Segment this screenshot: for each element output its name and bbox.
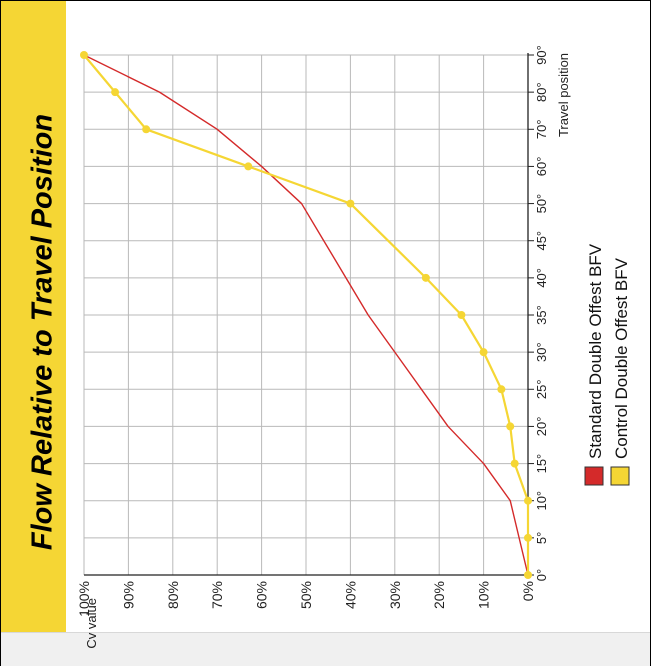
cv-axis-title: Cv value xyxy=(84,598,99,649)
travel-tick-label: 70° xyxy=(534,119,549,139)
cv-tick-label: 50% xyxy=(298,581,314,609)
series-point-1 xyxy=(111,88,120,97)
travel-tick-label: 40° xyxy=(534,268,549,288)
cv-tick-label: 40% xyxy=(342,581,358,609)
cv-tick-label: 20% xyxy=(431,581,447,609)
grid xyxy=(83,54,529,576)
series-point-1 xyxy=(524,571,532,579)
travel-tick-label: 60° xyxy=(534,157,549,177)
travel-tick-label: 45° xyxy=(534,231,549,251)
series-point-1 xyxy=(346,199,355,208)
series-point-1 xyxy=(80,51,88,59)
series-line-0 xyxy=(83,54,529,576)
legend-swatch-0 xyxy=(584,466,604,486)
series-point-1 xyxy=(524,496,532,505)
travel-axis-title: Travel position xyxy=(556,53,571,137)
legend-swatch-1 xyxy=(610,466,630,486)
travel-tick-label: 25° xyxy=(534,379,549,399)
bottom-strip xyxy=(1,632,650,666)
travel-tick-label: 5° xyxy=(534,532,549,544)
series-point-1 xyxy=(497,385,506,394)
title-banner xyxy=(1,1,66,665)
travel-tick-label: 20° xyxy=(534,417,549,437)
cv-tick-label: 60% xyxy=(254,581,270,609)
cv-tick-label: 80% xyxy=(165,581,181,609)
series-point-1 xyxy=(421,273,430,282)
cv-tick-label: 70% xyxy=(209,581,225,609)
tick-labels: 0° 5° 10° 15° 20° 25° 30° 35° 40° 45° 50° 60° 70° 80°… xyxy=(76,45,571,648)
series-line-1 xyxy=(83,54,530,575)
cv-tick-label: 0% xyxy=(520,581,536,601)
series-point-1 xyxy=(142,125,151,134)
legend-label-0: Standard Double Offest BFV xyxy=(586,243,605,459)
cv-tick-label: 10% xyxy=(476,581,492,609)
travel-tick-label: 10° xyxy=(534,491,549,511)
travel-tick-label: 50° xyxy=(534,194,549,214)
travel-tick-label: 35° xyxy=(534,305,549,325)
travel-tick-label: 30° xyxy=(534,342,549,362)
series-point-1 xyxy=(479,348,488,357)
series-point-1 xyxy=(506,422,515,431)
series-point-1 xyxy=(457,311,466,319)
series-point-1 xyxy=(510,459,519,468)
series-layer xyxy=(80,51,532,579)
cv-tick-label: 30% xyxy=(387,581,403,609)
legend-label-1: Control Double Offest BFV xyxy=(612,257,631,459)
cv-tick-label: 90% xyxy=(120,581,136,609)
cv-tick-label: 100% xyxy=(76,581,92,617)
travel-tick-label: 80° xyxy=(534,82,549,102)
travel-tick-label: 15° xyxy=(534,454,549,474)
series-point-1 xyxy=(244,162,253,171)
travel-tick-label: 0° xyxy=(534,569,549,581)
series-point-1 xyxy=(524,533,532,542)
legend: Standard Double Offest BFV Control Double… xyxy=(584,243,631,486)
travel-tick-label: 90° xyxy=(534,45,549,65)
